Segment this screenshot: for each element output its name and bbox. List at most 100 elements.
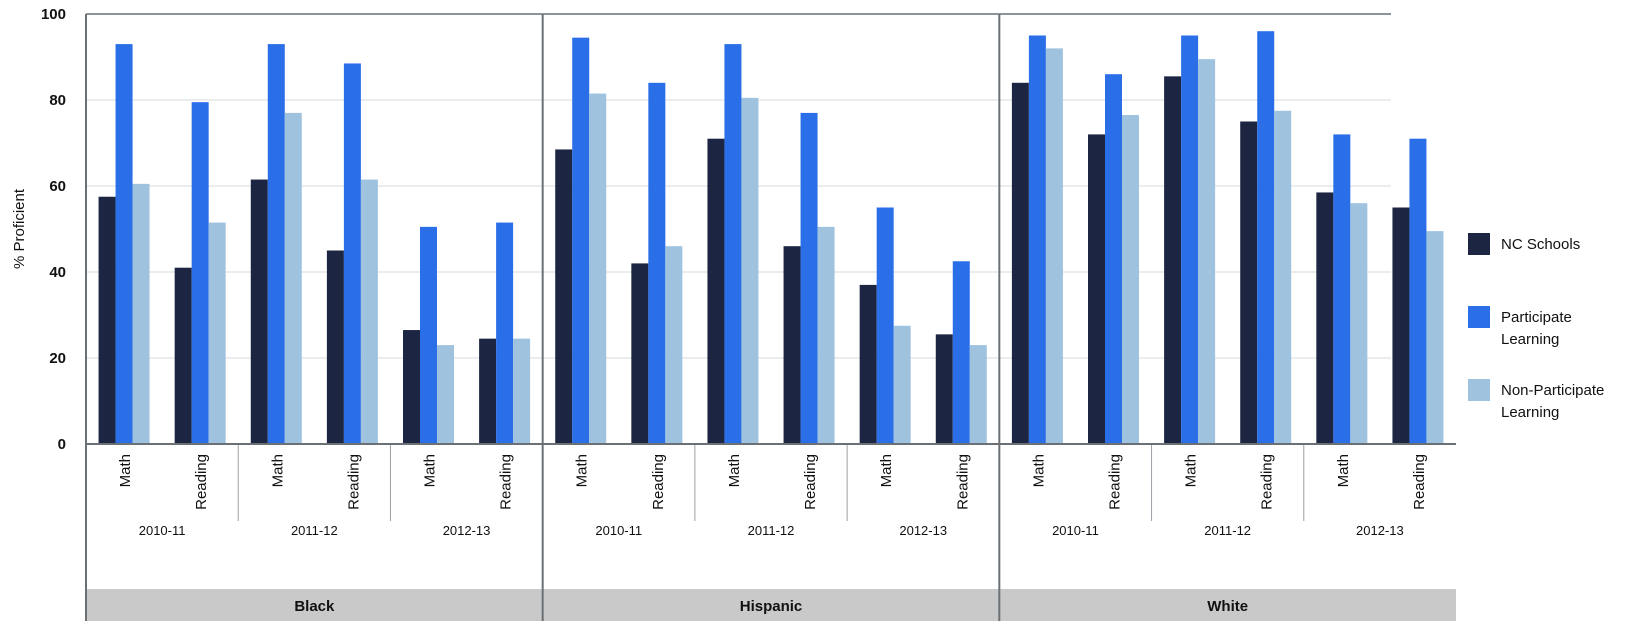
bar (132, 183, 150, 444)
bar (783, 246, 801, 444)
category-label: Math (422, 454, 439, 487)
legend-label: Participate (1501, 309, 1572, 326)
panel-band (542, 589, 1000, 621)
category-label: Reading (1259, 454, 1276, 510)
year-label: 2011-12 (291, 523, 338, 538)
legend-label: Learning (1501, 404, 1559, 421)
bar (648, 82, 666, 445)
bar (284, 112, 302, 445)
category-label: Reading (650, 454, 667, 510)
category-label: Math (574, 454, 591, 487)
bar (1105, 74, 1122, 444)
panel-label: Black (294, 598, 335, 615)
bar (403, 330, 420, 444)
bar (1257, 31, 1275, 444)
category-label: Math (1183, 454, 1200, 487)
panel-band (999, 589, 1456, 621)
bar (800, 112, 818, 445)
bar (555, 149, 573, 444)
bar (479, 338, 497, 444)
year-label: 2010-11 (1052, 523, 1099, 538)
legend-label: NC Schools (1501, 236, 1580, 253)
bar (437, 345, 454, 444)
category-label: Math (117, 454, 134, 487)
y-tick-label: 100 (41, 6, 66, 23)
bar (496, 222, 514, 444)
bar (589, 93, 607, 445)
category-label: Reading (498, 454, 515, 510)
bar (267, 44, 285, 444)
bar (174, 267, 192, 444)
category-label: Reading (345, 454, 362, 510)
bar (707, 138, 725, 444)
bar (665, 246, 683, 444)
category-label: Reading (193, 454, 210, 510)
y-tick-label: 60 (49, 178, 66, 195)
bar (741, 97, 759, 444)
legend-label: Non-Participate (1501, 382, 1604, 399)
bars (98, 31, 1444, 445)
category-label: Math (726, 454, 743, 487)
year-label: 2012-13 (899, 523, 947, 538)
category-label: Reading (954, 454, 971, 510)
bar (343, 63, 361, 444)
axes (85, 14, 1456, 621)
bar (817, 226, 835, 444)
legend-label: Learning (1501, 331, 1559, 348)
bar (1164, 76, 1182, 444)
bar (326, 250, 344, 444)
legend-swatch (1468, 306, 1490, 328)
bar (969, 345, 987, 444)
category-label: Reading (1411, 454, 1428, 510)
year-label: 2012-13 (443, 523, 491, 538)
bar (859, 284, 877, 444)
bar (1392, 207, 1410, 444)
bar (1350, 203, 1368, 444)
panel-band (86, 589, 543, 621)
y-tick-label: 20 (49, 350, 66, 367)
category-label: Math (878, 454, 895, 487)
bar (876, 207, 894, 444)
y-tick-label: 80 (49, 92, 66, 109)
bar (1122, 115, 1139, 445)
category-label: Reading (802, 454, 819, 510)
year-label: 2010-11 (595, 523, 642, 538)
year-label: 2011-12 (748, 523, 795, 538)
bar (1316, 192, 1334, 444)
category-label: Math (1335, 454, 1352, 487)
bar (1028, 35, 1046, 444)
bar (208, 222, 226, 444)
bar (420, 226, 437, 444)
bar (1333, 134, 1351, 444)
panel-label: White (1207, 598, 1248, 615)
legend: NC Schools Participate Learning Non-Partici… (1468, 233, 1604, 421)
y-tick-label: 0 (58, 436, 66, 453)
bar (1240, 121, 1258, 444)
bar (98, 196, 116, 444)
bar (724, 44, 742, 444)
bar (1409, 138, 1427, 444)
bar (250, 179, 268, 445)
category-label: Math (269, 454, 286, 487)
legend-swatch (1468, 233, 1490, 255)
bar (360, 179, 378, 445)
bar (191, 102, 209, 445)
panel-label: Hispanic (740, 598, 803, 615)
y-axis-label: % Proficient (11, 188, 28, 269)
labels: 0 20 40 60 80 100 % Proficient Math Reading 2010-… (11, 6, 1428, 615)
bar (513, 338, 531, 444)
bar (1045, 48, 1063, 445)
bar (1011, 82, 1029, 445)
year-label: 2011-12 (1204, 523, 1251, 538)
bar (1198, 59, 1216, 445)
bar (631, 263, 649, 444)
legend-swatch (1468, 379, 1490, 401)
bar (1088, 134, 1105, 444)
bar (952, 261, 970, 444)
bar (935, 334, 953, 444)
bar (1426, 231, 1444, 444)
year-label: 2012-13 (1356, 523, 1404, 538)
bar (115, 44, 133, 444)
category-label: Reading (1107, 454, 1124, 510)
